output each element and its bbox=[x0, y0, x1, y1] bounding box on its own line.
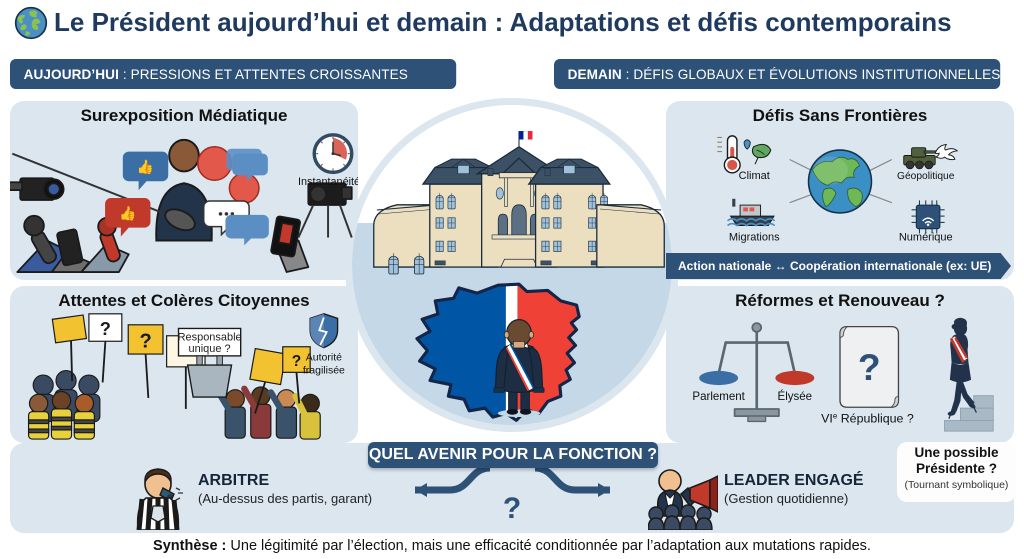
svg-text:unique ?: unique ? bbox=[189, 343, 231, 355]
svg-text:👍: 👍 bbox=[137, 158, 154, 175]
svg-text:?: ? bbox=[292, 353, 302, 370]
svg-text:Géopolitique: Géopolitique bbox=[897, 171, 955, 182]
svg-text:Élysée: Élysée bbox=[778, 390, 813, 403]
svg-text:Instantanéité: Instantanéité bbox=[298, 176, 358, 188]
svg-text:?: ? bbox=[100, 318, 111, 339]
svg-text:?: ? bbox=[139, 331, 151, 353]
svg-text:Migrations: Migrations bbox=[729, 231, 780, 243]
svg-text:Numérique: Numérique bbox=[899, 231, 953, 243]
svg-text:Parlement: Parlement bbox=[692, 391, 745, 403]
svg-text:?: ? bbox=[503, 492, 521, 525]
svg-text:fragilisée: fragilisée bbox=[303, 364, 345, 376]
svg-text:VIe République ?: VIe République ? bbox=[821, 411, 914, 425]
svg-text:Responsable: Responsable bbox=[178, 331, 242, 343]
svg-text:Climat: Climat bbox=[739, 170, 770, 182]
svg-text:👍: 👍 bbox=[119, 205, 136, 222]
svg-text:Autorité: Autorité bbox=[306, 351, 342, 363]
svg-text:?: ? bbox=[858, 346, 881, 388]
